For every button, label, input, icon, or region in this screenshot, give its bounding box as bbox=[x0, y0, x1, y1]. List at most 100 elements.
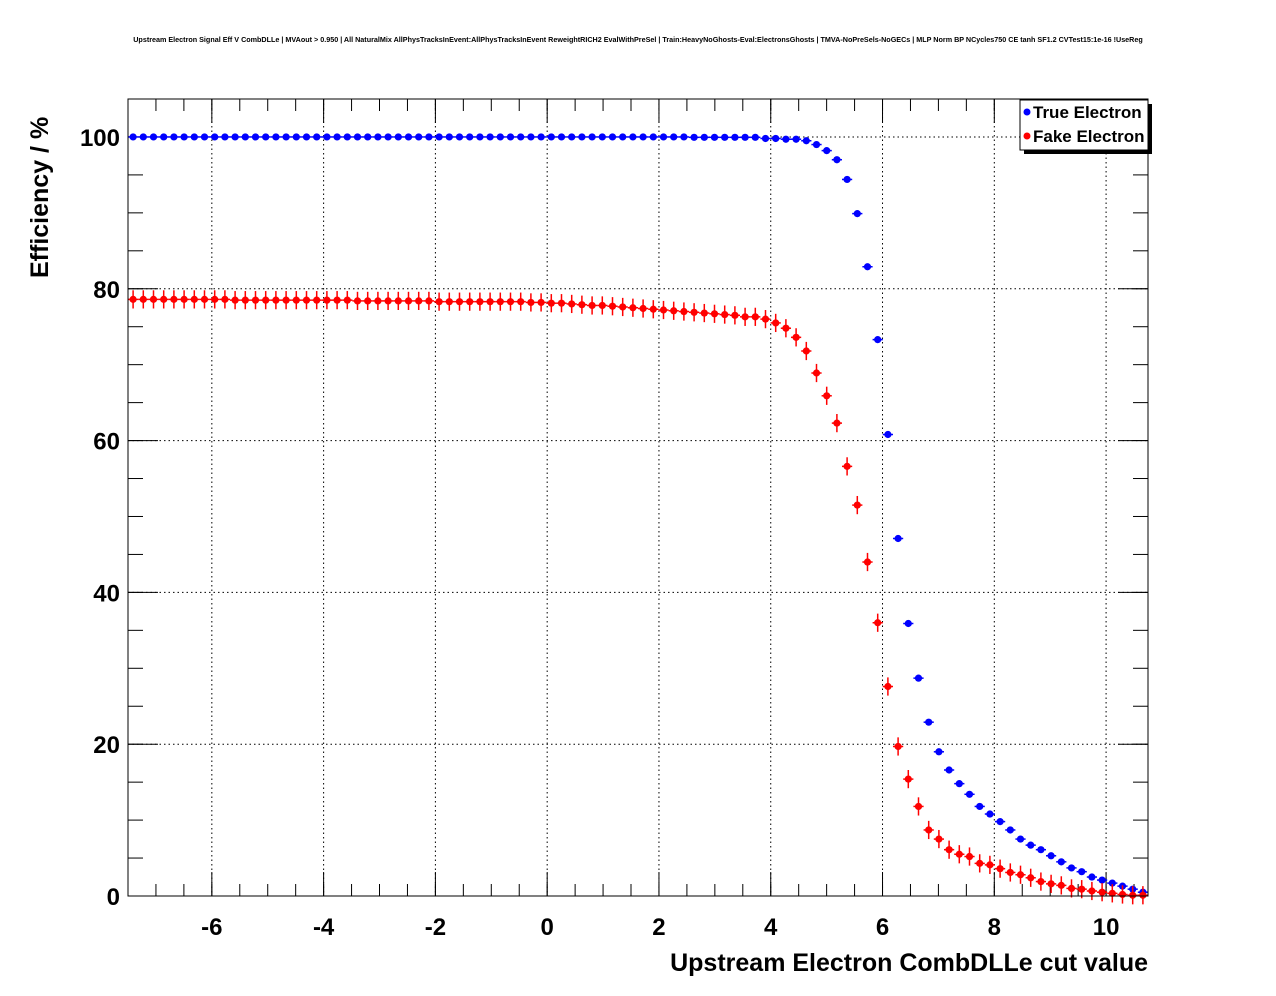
fake-electron-point bbox=[576, 295, 587, 314]
fake-electron-point bbox=[250, 291, 261, 310]
true-electron-point bbox=[576, 133, 587, 141]
fake-electron-point bbox=[260, 291, 271, 310]
fake-electron-point bbox=[658, 300, 669, 320]
legend-marker-true bbox=[1023, 108, 1031, 116]
x-tick-label: 2 bbox=[652, 914, 665, 941]
true-electron-point bbox=[138, 133, 149, 141]
true-electron-point bbox=[801, 137, 812, 145]
fake-electron-point bbox=[587, 296, 598, 315]
fake-electron-point bbox=[648, 300, 659, 319]
fake-electron-point bbox=[199, 290, 210, 309]
fake-electron-point bbox=[903, 769, 914, 789]
legend: True Electron Fake Electron bbox=[1019, 99, 1152, 154]
y-tick-label: 80 bbox=[93, 277, 120, 304]
true-electron-point bbox=[587, 133, 598, 141]
plot-frame bbox=[127, 98, 1149, 897]
legend-label-fake: Fake Electron bbox=[1033, 127, 1145, 146]
true-electron-point bbox=[403, 133, 414, 141]
true-electron-point bbox=[821, 147, 832, 155]
true-electron-point bbox=[454, 133, 465, 141]
grid bbox=[128, 99, 1148, 897]
fake-electron-point bbox=[515, 292, 526, 311]
fake-electron-point bbox=[342, 291, 353, 310]
fake-electron-point bbox=[719, 305, 730, 324]
fake-electron-point bbox=[770, 313, 781, 333]
fake-electron-point bbox=[842, 457, 853, 476]
fake-electron-point bbox=[372, 291, 383, 311]
legend-label-true: True Electron bbox=[1033, 103, 1142, 122]
axis-ticks bbox=[127, 98, 1148, 897]
true-electron-point bbox=[168, 133, 179, 141]
true-electron-point bbox=[474, 133, 485, 141]
true-electron-point bbox=[862, 263, 873, 271]
fake-electron-point bbox=[831, 414, 842, 433]
true-electron-point bbox=[128, 133, 139, 141]
fake-electron-point bbox=[362, 291, 373, 311]
true-electron-point bbox=[1046, 852, 1057, 860]
true-electron-point bbox=[668, 133, 679, 141]
true-electron-point bbox=[638, 133, 649, 141]
true-electron-point bbox=[485, 133, 496, 141]
true-electron-point bbox=[709, 133, 720, 141]
true-electron-point bbox=[1076, 868, 1087, 876]
fake-electron-point bbox=[1035, 872, 1046, 891]
fake-electron-point bbox=[189, 290, 200, 309]
true-electron-point bbox=[270, 133, 281, 141]
fake-electron-point bbox=[423, 291, 434, 311]
legend-box bbox=[1019, 99, 1149, 151]
x-tick-label: 8 bbox=[988, 914, 1001, 941]
true-electron-point bbox=[1025, 841, 1036, 849]
true-electron-point bbox=[770, 134, 781, 143]
true-electron-point bbox=[230, 133, 241, 141]
fake-electron-point bbox=[321, 291, 332, 310]
true-electron-point bbox=[536, 133, 547, 141]
true-electron-point bbox=[811, 140, 822, 149]
true-electron-point bbox=[648, 133, 659, 141]
chart-title: Upstream Electron Signal Eff V CombDLLe … bbox=[133, 35, 1143, 44]
fake-electron-point bbox=[270, 291, 281, 310]
true-electron-point bbox=[444, 133, 455, 141]
fake-electron-point bbox=[750, 307, 761, 326]
fake-electron-point bbox=[1046, 874, 1057, 893]
true-electron-point bbox=[903, 619, 914, 628]
fake-electron-point bbox=[974, 854, 985, 873]
true-electron-point bbox=[179, 133, 190, 141]
fake-electron-point bbox=[1056, 876, 1067, 895]
fake-electron-point bbox=[1066, 879, 1077, 898]
x-axis-label: Upstream Electron CombDLLe cut value bbox=[670, 949, 1148, 977]
true-electron-point bbox=[250, 133, 261, 141]
fake-electron-point bbox=[821, 386, 832, 405]
fake-electron-point bbox=[627, 298, 638, 317]
true-electron-point bbox=[750, 133, 761, 141]
fake-electron-point bbox=[893, 737, 904, 756]
true-electron-point bbox=[729, 133, 740, 141]
fake-electron-point bbox=[1097, 883, 1108, 902]
data-points bbox=[128, 133, 1148, 905]
fake-electron-point bbox=[281, 291, 292, 310]
true-electron-point bbox=[240, 133, 251, 141]
true-electron-point bbox=[423, 133, 434, 141]
fake-electron-point bbox=[689, 303, 700, 322]
fake-electron-point bbox=[505, 292, 516, 311]
true-electron-point bbox=[984, 810, 995, 818]
y-tick-label: 20 bbox=[93, 732, 120, 759]
true-electron-point bbox=[434, 133, 445, 141]
true-electron-point bbox=[281, 133, 292, 141]
true-electron-point bbox=[627, 133, 638, 141]
true-electron-point bbox=[1035, 846, 1046, 854]
true-electron-point bbox=[1056, 858, 1067, 866]
true-electron-point bbox=[780, 135, 791, 143]
fake-electron-point bbox=[872, 613, 883, 632]
fake-electron-point bbox=[638, 299, 649, 318]
true-electron-point bbox=[923, 718, 934, 726]
fake-electron-point bbox=[444, 292, 455, 311]
fake-electron-point bbox=[291, 291, 302, 310]
true-electron-point bbox=[546, 133, 557, 141]
fake-electron-point bbox=[525, 293, 536, 312]
true-electron-point bbox=[1015, 835, 1026, 843]
true-electron-point bbox=[199, 133, 210, 141]
fake-electron-point bbox=[995, 859, 1006, 878]
fake-electron-point bbox=[729, 306, 740, 325]
true-electron-point bbox=[678, 133, 689, 141]
true-electron-point bbox=[964, 790, 975, 798]
